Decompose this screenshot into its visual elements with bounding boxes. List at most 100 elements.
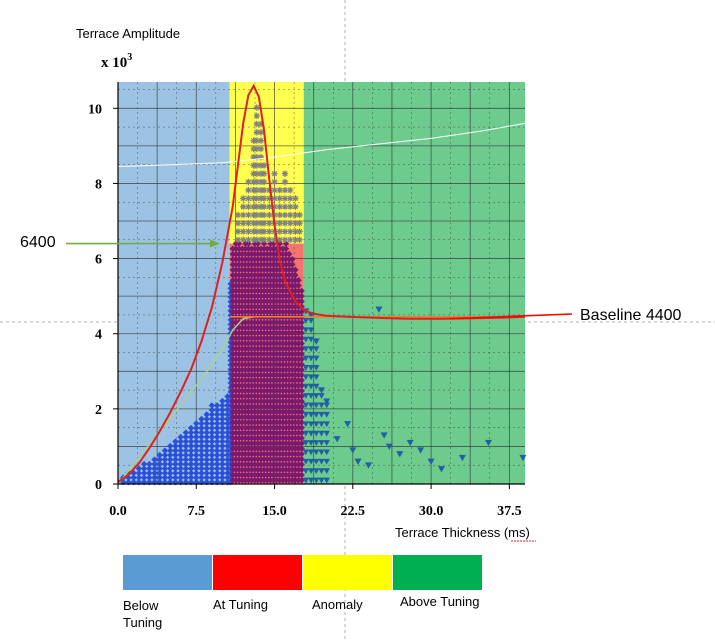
marker-below-tuning	[198, 460, 205, 468]
marker-anomaly	[266, 236, 273, 243]
marker-below-tuning	[219, 460, 226, 468]
marker-anomaly	[276, 236, 283, 243]
marker-anomaly	[257, 153, 265, 161]
marker-below-tuning	[172, 438, 179, 445]
marker-above-tuning	[307, 327, 315, 334]
marker-above-tuning	[302, 318, 310, 324]
marker-below-tuning	[187, 433, 195, 441]
marker-anomaly	[234, 211, 242, 219]
marker-below-tuning	[198, 420, 205, 427]
marker-at-tuning	[298, 377, 305, 384]
marker-below-tuning	[166, 456, 174, 463]
marker-below-tuning	[203, 438, 210, 445]
marker-below-tuning	[151, 474, 158, 481]
marker-below-tuning	[187, 429, 195, 436]
marker-below-tuning	[182, 438, 190, 445]
marker-below-tuning	[219, 429, 226, 436]
marker-above-tuning	[313, 449, 320, 456]
marker-above-tuning	[302, 336, 310, 343]
marker-anomaly	[286, 187, 294, 194]
marker-above-tuning	[318, 449, 325, 456]
marker-below-tuning	[208, 465, 216, 472]
marker-below-tuning	[193, 474, 200, 481]
marker-below-tuning	[172, 456, 179, 463]
marker-below-tuning	[198, 438, 205, 445]
marker-below-tuning	[156, 465, 163, 472]
marker-below-tuning	[182, 429, 190, 436]
marker-below-tuning	[219, 406, 226, 414]
marker-below-tuning	[140, 465, 148, 472]
marker-above-tuning	[313, 421, 320, 428]
marker-at-tuning	[298, 298, 305, 305]
marker-below-tuning	[177, 442, 184, 450]
marker-below-tuning	[172, 451, 179, 459]
marker-at-tuning	[298, 392, 305, 400]
marker-below-tuning	[182, 442, 190, 450]
marker-below-tuning	[182, 447, 190, 454]
marker-above-tuning	[318, 458, 325, 465]
marker-above-tuning	[323, 440, 330, 446]
marker-anomaly	[281, 228, 289, 235]
marker-below-tuning	[203, 465, 210, 472]
tuning-curve	[117, 83, 526, 483]
legend-swatch-at-tuning	[213, 555, 302, 590]
marker-below-tuning	[208, 424, 216, 432]
marker-at-tuning	[298, 387, 305, 395]
legend-swatch-anomaly	[303, 555, 392, 590]
marker-above-tuning	[318, 402, 325, 409]
marker-below-tuning	[182, 474, 190, 481]
marker-below-tuning	[213, 474, 221, 481]
marker-anomaly	[266, 220, 273, 227]
marker-anomaly	[260, 220, 268, 227]
marker-below-tuning	[135, 465, 143, 472]
marker-at-tuning	[298, 403, 305, 410]
marker-above-tuning	[302, 430, 310, 437]
marker-anomaly	[253, 178, 260, 186]
marker-below-tuning	[208, 456, 216, 463]
x-tick-label: 0.0	[109, 504, 127, 519]
marker-above-tuning	[318, 411, 325, 418]
marker-anomaly	[292, 220, 299, 227]
marker-anomaly	[260, 203, 268, 210]
marker-above-tuning	[364, 462, 372, 469]
marker-above-tuning	[307, 421, 315, 428]
marker-above-tuning	[302, 364, 310, 371]
marker-at-tuning	[298, 424, 305, 431]
marker-below-tuning	[146, 469, 153, 477]
marker-above-tuning	[307, 449, 315, 456]
marker-below-tuning	[213, 406, 221, 414]
marker-anomaly	[240, 236, 247, 243]
marker-below-tuning	[219, 420, 226, 427]
marker-above-tuning	[307, 383, 315, 390]
marker-below-tuning	[219, 397, 226, 405]
marker-at-tuning	[298, 366, 305, 373]
y-tick-label: 0	[95, 478, 102, 493]
marker-below-tuning	[198, 415, 205, 423]
marker-above-tuning	[484, 439, 492, 447]
marker-above-tuning	[307, 336, 315, 343]
marker-below-tuning	[193, 420, 200, 427]
marker-above-tuning	[323, 411, 330, 418]
marker-above-tuning	[323, 468, 330, 475]
marker-above-tuning	[313, 477, 320, 484]
marker-anomaly	[257, 120, 265, 128]
marker-at-tuning	[289, 261, 296, 268]
y-scale-label: x 103	[101, 52, 132, 71]
marker-below-tuning	[203, 424, 210, 432]
marker-below-tuning	[213, 478, 221, 486]
marker-anomaly	[266, 195, 273, 202]
marker-anomaly	[245, 178, 252, 186]
marker-anomaly	[240, 228, 247, 235]
marker-below-tuning	[166, 451, 174, 459]
marker-anomaly	[296, 211, 303, 219]
marker-below-tuning	[182, 460, 190, 468]
marker-above-tuning	[406, 439, 414, 447]
marker-anomaly	[271, 236, 278, 243]
marker-at-tuning	[282, 245, 290, 253]
marker-anomaly	[257, 129, 265, 136]
marker-below-tuning	[172, 474, 179, 481]
marker-below-tuning	[213, 442, 221, 450]
marker-anomaly	[292, 236, 299, 243]
legend-swatch-below-tuning	[123, 555, 212, 590]
marker-below-tuning	[146, 474, 153, 481]
